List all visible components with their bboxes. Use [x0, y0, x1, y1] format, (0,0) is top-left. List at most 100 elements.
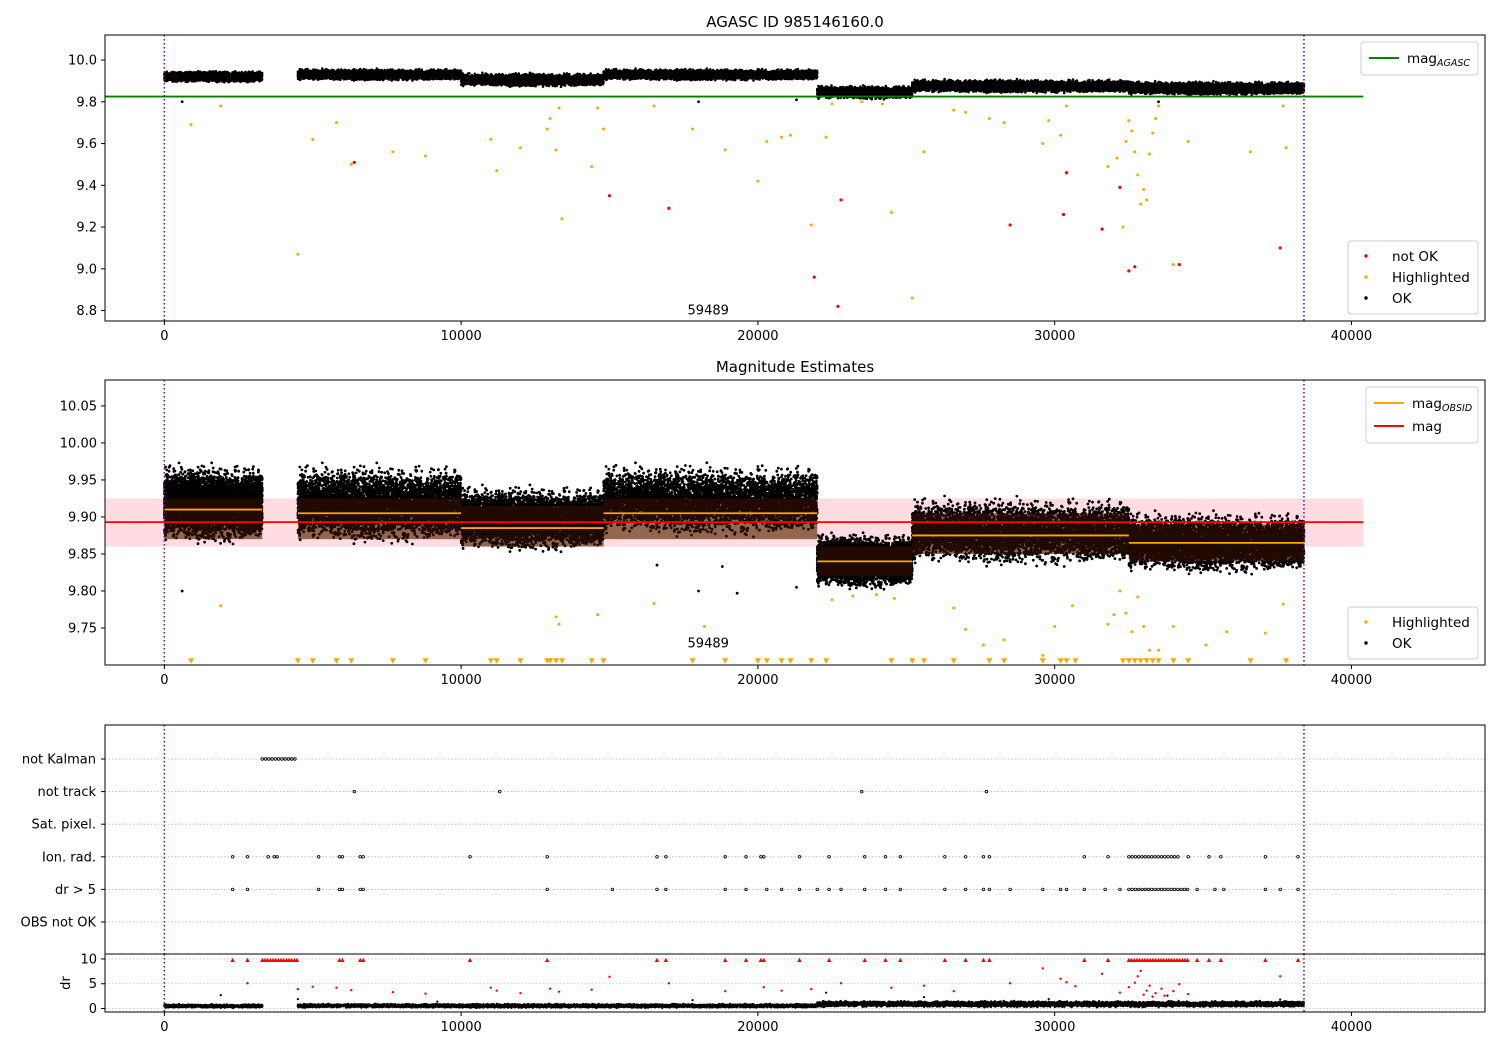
dr-ticks: 0 10000 20000 30000 40000 0 5 10 [80, 952, 1372, 1035]
dr-high-point [335, 986, 338, 989]
legend-point-swatch [1364, 254, 1368, 258]
flag-marker [1150, 855, 1154, 859]
dr-high-point [1127, 986, 1131, 989]
dr-clipped-marker [883, 957, 888, 962]
flag-marker [1179, 887, 1183, 892]
highlighted-point [691, 127, 695, 131]
flag-marker [863, 855, 867, 859]
flag-marker [1118, 887, 1122, 892]
flag-marker [266, 855, 270, 859]
dr-high-point [1118, 991, 1122, 994]
y-tick-label: 9.2 [76, 221, 97, 236]
dr-high-point [810, 987, 813, 991]
highlighted-point [219, 604, 223, 608]
dr-clipped-marker [1105, 957, 1111, 962]
x-tick-label: 40000 [1331, 673, 1372, 688]
flag-marker [230, 887, 235, 892]
dr-ylabel: dr [59, 976, 74, 990]
flag-marker [1133, 887, 1138, 892]
flag-marker [1169, 887, 1174, 892]
dr-clipped-marker [1082, 957, 1087, 962]
flag-marker [1296, 855, 1300, 859]
panel-dr: 0 10000 20000 30000 40000 0 5 10 dr [59, 952, 1485, 1035]
dr-high-point [424, 992, 427, 995]
highlighted-point [1041, 142, 1045, 146]
highlighted-point [1053, 625, 1057, 629]
out-of-range-marker [823, 658, 830, 664]
highlighted-point [987, 117, 991, 121]
flag-marker [1103, 887, 1107, 892]
highlighted-point [489, 137, 493, 141]
dr-high-point [1059, 977, 1062, 980]
dr-clipped-marker [987, 957, 992, 962]
dr-high-point [724, 989, 727, 993]
y-tick-label: 10.00 [60, 436, 97, 451]
top-axes-frame [104, 34, 1486, 322]
flag-marker [797, 855, 802, 859]
highlighted-point [952, 108, 956, 112]
flag-marker [361, 887, 365, 892]
flag-marker [963, 887, 968, 892]
highlighted-point [702, 625, 706, 629]
flag-marker [1172, 887, 1177, 892]
dense-points-core [461, 505, 604, 547]
flag-marker [1156, 855, 1160, 859]
not-ok-point [1278, 246, 1282, 250]
flag-marker [779, 887, 784, 892]
flag-marker [1136, 887, 1141, 892]
flag-marker [1156, 887, 1160, 892]
out-of-range-marker [754, 658, 761, 664]
flag-marker [883, 887, 888, 892]
dr-high-point [1041, 967, 1045, 970]
flag-marker [1082, 887, 1087, 892]
flag-marker [797, 887, 802, 892]
flag-marker [723, 855, 727, 859]
dr-clipped-marker [758, 957, 764, 962]
flag-marker [610, 887, 615, 892]
highlighted-point [964, 627, 968, 631]
out-of-range-marker [909, 658, 916, 664]
flag-marker [468, 855, 472, 859]
dr-ok-outlier [922, 996, 926, 999]
highlighted-point [1225, 630, 1229, 634]
highlighted-point [554, 148, 558, 152]
highlighted-point [557, 622, 561, 626]
not-ok-point [836, 304, 840, 308]
highlighted-point [1142, 187, 1146, 191]
ok-outlier-point [180, 589, 184, 593]
dr-high-point [1187, 992, 1190, 996]
legend-point-label: OK [1392, 291, 1413, 307]
flag-marker [1133, 855, 1138, 859]
top-chart-title: AGASC ID 985146160.0 [706, 13, 884, 31]
dr-ok-outlier [296, 998, 300, 1001]
dr-high-point [548, 987, 552, 990]
highlighted-point [1115, 156, 1119, 160]
highlighted-point [1002, 121, 1006, 125]
dr-clipped-marker [340, 957, 345, 962]
dr-clipped-marker [761, 957, 767, 962]
not-ok-point [1008, 223, 1012, 227]
flag-marker [943, 887, 947, 892]
mid-ticks: 0 10000 20000 30000 40000 9.75 9.80 9.85 9.90 9.9… [60, 399, 1372, 688]
flag-marker [1140, 887, 1144, 892]
dr-high-point [922, 984, 926, 987]
dr-high-point [296, 987, 300, 991]
dr-high-point [1151, 995, 1154, 998]
dr-clipped-marker [358, 957, 363, 962]
legend-point-swatch [1364, 620, 1368, 624]
flag-marker [1207, 855, 1211, 859]
flag-marker [1064, 887, 1069, 892]
flag-marker [827, 887, 831, 892]
dr-high-point [391, 990, 395, 994]
ok-outlier-point [1157, 100, 1160, 104]
flag-marker [545, 855, 549, 859]
highlighted-point [1127, 119, 1131, 123]
flag-marker [664, 887, 668, 892]
highlighted-point [1118, 589, 1122, 593]
dr-high-point [1142, 993, 1145, 996]
legend-point-swatch [1364, 641, 1368, 645]
legend-box [1347, 606, 1479, 660]
flag-marker [1106, 855, 1110, 859]
flag-marker [260, 757, 264, 761]
